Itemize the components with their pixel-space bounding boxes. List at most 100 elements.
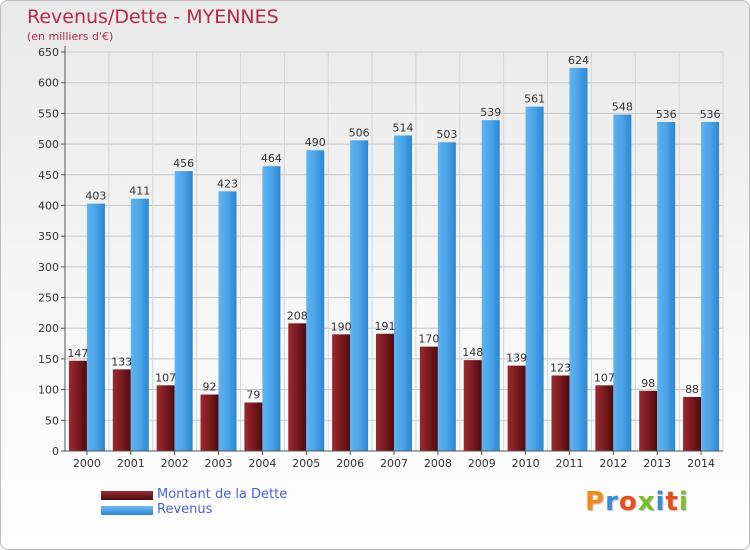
data-label-debt-2013: 98 [641,377,655,390]
data-label-revenus-2004: 464 [261,152,282,165]
bar-revenus-2009 [481,120,500,451]
bar-debt-2000 [68,360,87,451]
x-tick-label-2008: 2008 [424,457,452,470]
y-tick-label: 550 [38,107,59,120]
data-label-debt-2012: 107 [594,371,615,384]
y-tick-label: 650 [38,46,59,59]
bar-revenus-2011 [569,67,588,452]
bar-revenus-2001 [130,198,149,451]
y-tick-label: 600 [38,77,59,90]
data-label-revenus-2008: 503 [436,128,457,141]
y-tick-label: 50 [45,414,59,427]
y-tick-label: 400 [38,199,59,212]
y-tick-label: 350 [38,230,59,243]
data-label-debt-2004: 79 [246,389,260,402]
x-tick-label-2012: 2012 [599,457,627,470]
data-label-revenus-2011: 624 [568,54,589,67]
data-label-revenus-2003: 423 [217,177,238,190]
bar-debt-2002 [156,385,175,451]
bar-revenus-2012 [613,114,632,451]
logo-letter: o [618,487,638,517]
x-tick-label-2009: 2009 [468,457,496,470]
bar-debt-2012 [595,385,614,451]
bar-revenus-2003 [218,191,237,451]
data-label-debt-2002: 107 [155,371,176,384]
data-label-debt-2000: 147 [67,347,88,360]
logo-letter: r [605,487,619,517]
data-label-revenus-2013: 536 [656,108,677,121]
bar-debt-2007 [376,333,394,451]
bar-debt-2011 [551,375,570,451]
data-label-revenus-2009: 539 [480,106,501,119]
data-label-revenus-2000: 403 [85,190,106,203]
data-label-revenus-2014: 536 [700,108,721,121]
bar-debt-2005 [288,323,307,451]
bar-debt-2010 [507,365,526,451]
data-label-debt-2001: 133 [111,355,132,368]
bar-revenus-2007 [394,135,412,451]
data-label-revenus-2006: 506 [349,126,370,139]
x-tick-label-2004: 2004 [248,457,276,470]
data-label-debt-2008: 170 [418,333,439,346]
bar-debt-2013 [639,390,658,451]
bar-revenus-2005 [306,150,325,451]
y-tick-label: 100 [38,384,59,397]
bar-revenus-2008 [437,142,456,451]
x-tick-label-2002: 2002 [161,457,189,470]
chart-title: Revenus/Dette - MYENNES [27,6,279,28]
x-tick-label-2007: 2007 [380,457,408,470]
legend-label-revenus: Revenus [157,502,213,517]
legend-swatch-revenus [101,506,153,515]
data-label-revenus-2002: 456 [173,157,194,170]
y-tick-label: 450 [38,169,59,182]
y-tick-label: 300 [38,261,59,274]
x-tick-label-2014: 2014 [687,457,715,470]
logo-letter: x [637,487,656,517]
data-label-revenus-2005: 490 [305,136,326,149]
data-label-revenus-2001: 411 [129,185,150,198]
proxiti-logo: Proxiti [585,487,695,523]
y-tick-label: 0 [52,445,59,458]
x-tick-label-2010: 2010 [512,457,540,470]
legend-swatch-debt [101,491,153,500]
data-label-debt-2010: 139 [506,352,527,365]
bar-debt-2006 [332,334,351,451]
logo-letter: i [678,487,689,517]
bar-revenus-2014 [701,121,720,452]
x-tick-label-2003: 2003 [205,457,233,470]
legend-label-debt: Montant de la Dette [157,487,288,502]
bar-debt-2001 [112,369,131,451]
bar-debt-2004 [244,402,263,451]
data-label-debt-2007: 191 [375,320,396,333]
chart-subtitle: (en milliers d'€) [27,30,114,43]
bar-debt-2009 [463,360,482,451]
data-label-debt-2014: 88 [685,383,699,396]
logo-letter: i [655,487,666,517]
bar-revenus-2006 [350,140,369,451]
x-tick-label-2000: 2000 [73,457,101,470]
logo-letter: t [665,487,679,517]
data-label-revenus-2007: 514 [393,121,414,134]
y-tick-label: 200 [38,322,59,335]
data-label-debt-2006: 190 [331,320,352,333]
bar-debt-2003 [200,394,219,451]
x-tick-label-2006: 2006 [336,457,364,470]
bar-revenus-2013 [657,121,676,452]
data-label-revenus-2012: 548 [612,101,633,114]
data-label-debt-2003: 92 [203,381,217,394]
y-tick-label: 250 [38,292,59,305]
logo-text: Proxiti [585,487,689,517]
logo-letter: P [585,487,606,517]
x-tick-label-2005: 2005 [292,457,320,470]
bar-revenus-2010 [525,106,544,451]
data-label-revenus-2010: 561 [524,93,545,106]
x-tick-label-2011: 2011 [555,457,583,470]
x-tick-label-2001: 2001 [117,457,145,470]
x-tick-label-2013: 2013 [643,457,671,470]
bar-revenus-2000 [86,203,105,451]
y-tick-label: 150 [38,353,59,366]
y-tick-label: 500 [38,138,59,151]
bar-debt-2014 [683,396,702,451]
